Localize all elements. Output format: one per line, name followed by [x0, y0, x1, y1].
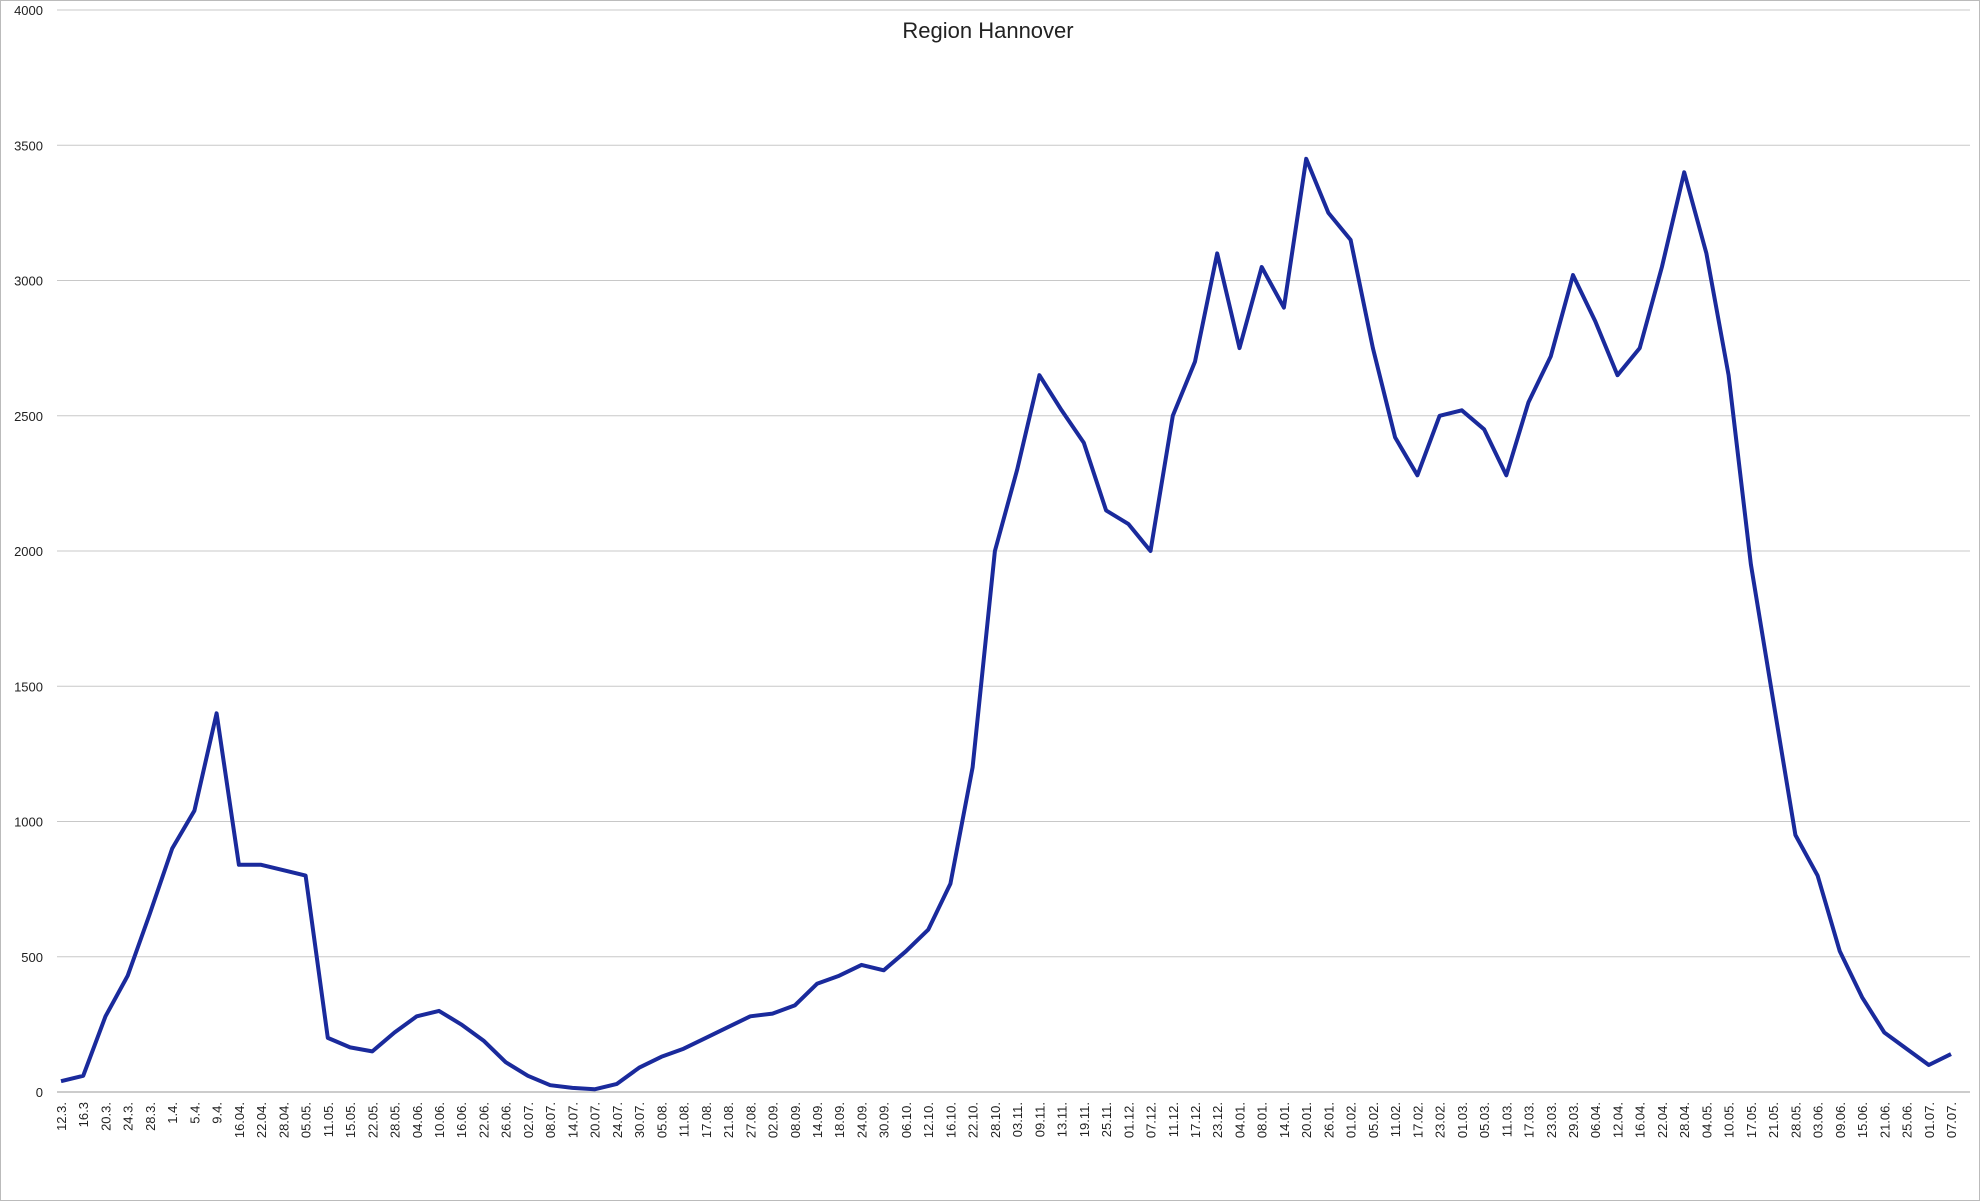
y-tick-label: 1500: [14, 679, 43, 694]
y-tick-label: 3000: [14, 274, 43, 289]
x-tick-label: 23.12.: [1210, 1102, 1225, 1138]
line: [60, 156, 1952, 1092]
x-tick-label: 09.06.: [1833, 1102, 1848, 1138]
x-tick-label: 14.09.: [810, 1102, 825, 1138]
x-tick-label: 9.4.: [210, 1102, 225, 1124]
x-tick-label: 07.07.: [1944, 1102, 1959, 1138]
x-tick-label: 29.03.: [1566, 1102, 1581, 1138]
x-tick-label: 10.05.: [1722, 1102, 1737, 1138]
x-tick-label: 08.07.: [543, 1102, 558, 1138]
x-tick-label: 16.04.: [232, 1102, 247, 1138]
x-tick-label: 17.05.: [1744, 1102, 1759, 1138]
x-tick-label: 17.12.: [1188, 1102, 1203, 1138]
x-tick-label: 02.09.: [766, 1102, 781, 1138]
y-tick-label: 4000: [14, 3, 43, 18]
x-tick-label: 08.01.: [1255, 1102, 1270, 1138]
x-tick-label: 11.03.: [1499, 1102, 1514, 1137]
x-tick-label: 20.01.: [1299, 1102, 1314, 1138]
x-tick-label: 17.02.: [1410, 1102, 1425, 1138]
y-tick-label: 1000: [14, 815, 43, 830]
x-tick-label: 04.06.: [410, 1102, 425, 1138]
x-tick-label: 28.3.: [143, 1102, 158, 1131]
y-tick-label: 2500: [14, 409, 43, 424]
x-tick-label: 12.04.: [1610, 1102, 1625, 1138]
y-tick-label: 3500: [14, 138, 43, 153]
x-tick-label: 13.11.: [1055, 1102, 1070, 1137]
x-tick-label: 23.03.: [1544, 1102, 1559, 1138]
x-tick-label: 22.06.: [476, 1102, 491, 1138]
x-tick-label: 20.07.: [588, 1102, 603, 1138]
x-tick-label: 23.02.: [1433, 1102, 1448, 1138]
x-tick-label: 01.02.: [1344, 1102, 1359, 1138]
x-tick-label: 30.09.: [877, 1102, 892, 1138]
x-tick-label: 08.09.: [788, 1102, 803, 1138]
x-tick-label: 03.11.: [1010, 1102, 1025, 1137]
x-tick-label: 22.05.: [365, 1102, 380, 1138]
x-tick-label: 17.08.: [699, 1102, 714, 1138]
x-tick-label: 25.06.: [1900, 1102, 1915, 1138]
x-tick-label: 5.4.: [187, 1102, 202, 1124]
x-tick-label: 28.10.: [988, 1102, 1003, 1138]
chart-title: Region Hannover: [902, 18, 1073, 43]
x-tick-label: 11.02.: [1388, 1102, 1403, 1137]
x-tick-label: 28.05.: [388, 1102, 403, 1138]
x-tick-label: 11.05.: [321, 1102, 336, 1137]
x-tick-label: 11.08.: [677, 1102, 692, 1137]
x-tick-label: 24.09.: [854, 1102, 869, 1138]
x-tick-label: 26.01.: [1321, 1102, 1336, 1138]
x-tick-label: 09.11.: [1032, 1102, 1047, 1137]
x-tick-label: 20.3.: [98, 1102, 113, 1131]
x-tick-label: 06.04.: [1588, 1102, 1603, 1138]
x-tick-label: 01.07.: [1922, 1102, 1937, 1138]
x-tick-label: 21.06.: [1877, 1102, 1892, 1138]
x-tick-label: 03.06.: [1811, 1102, 1826, 1138]
x-tick-label: 11.12.: [1166, 1102, 1181, 1137]
x-tick-label: 01.12.: [1121, 1102, 1136, 1138]
y-tick-label: 500: [21, 950, 43, 965]
x-tick-label: 19.11.: [1077, 1102, 1092, 1137]
x-tick-label: 15.05.: [343, 1102, 358, 1138]
x-tick-label: 21.08.: [721, 1102, 736, 1138]
y-tick-label: 0: [36, 1085, 43, 1100]
x-tick-label: 28.05.: [1788, 1102, 1803, 1138]
x-tick-label: 30.07.: [632, 1102, 647, 1138]
x-tick-label: 16.04.: [1633, 1102, 1648, 1138]
x-tick-label: 22.10.: [966, 1102, 981, 1138]
x-tick-label: 14.07.: [565, 1102, 580, 1138]
x-tick-label: 10.06.: [432, 1102, 447, 1138]
x-tick-label: 17.03.: [1522, 1102, 1537, 1138]
x-tick-label: 22.04.: [1655, 1102, 1670, 1138]
x-tick-label: 16.3: [76, 1102, 91, 1127]
x-tick-label: 22.04.: [254, 1102, 269, 1138]
x-tick-label: 05.08.: [654, 1102, 669, 1138]
x-tick-label: 07.12.: [1144, 1102, 1159, 1138]
x-tick-label: 15.06.: [1855, 1102, 1870, 1138]
x-tick-label: 05.03.: [1477, 1102, 1492, 1138]
x-tick-label: 02.07.: [521, 1102, 536, 1138]
x-tick-label: 18.09.: [832, 1102, 847, 1138]
x-tick-label: 28.04.: [276, 1102, 291, 1138]
x-tick-label: 26.06.: [499, 1102, 514, 1138]
x-tick-label: 25.11.: [1099, 1102, 1114, 1137]
x-tick-label: 27.08.: [743, 1102, 758, 1138]
x-tick-label: 14.01.: [1277, 1102, 1292, 1138]
x-tick-label: 04.05.: [1699, 1102, 1714, 1138]
x-tick-label: 06.10.: [899, 1102, 914, 1138]
x-tick-label: 05.05.: [299, 1102, 314, 1138]
x-tick-label: 21.05.: [1766, 1102, 1781, 1138]
x-tick-label: 24.3.: [121, 1102, 136, 1131]
x-tick-label: 16.06.: [454, 1102, 469, 1138]
x-tick-label: 01.03.: [1455, 1102, 1470, 1138]
x-tick-label: 1.4.: [165, 1102, 180, 1124]
x-tick-label: 12.3.: [54, 1102, 69, 1131]
x-tick-label: 16.10.: [943, 1102, 958, 1138]
x-tick-label: 24.07.: [610, 1102, 625, 1138]
x-tick-label: 05.02.: [1366, 1102, 1381, 1138]
x-tick-label: 04.01.: [1232, 1102, 1247, 1138]
x-tick-label: 12.10.: [921, 1102, 936, 1138]
y-tick-label: 2000: [14, 544, 43, 559]
x-tick-label: 28.04.: [1677, 1102, 1692, 1138]
